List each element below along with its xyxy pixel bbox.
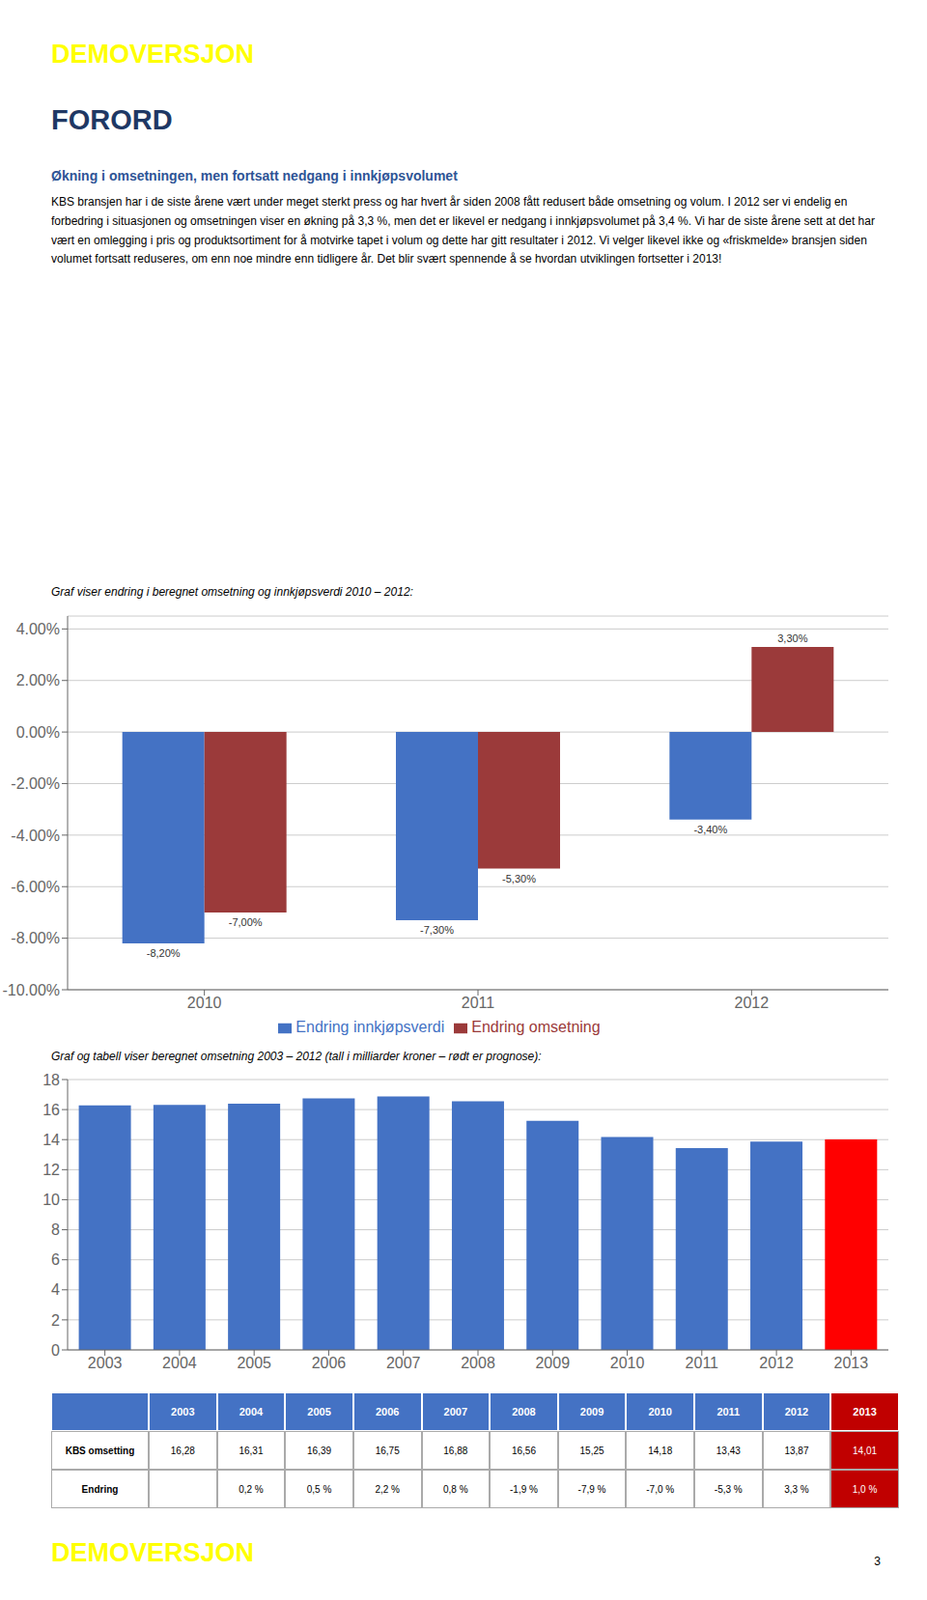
svg-text:-5,30%: -5,30% — [502, 872, 536, 885]
html-text:16,88: 16,88 — [443, 1445, 468, 1456]
svg-text:-3,40%: -3,40% — [693, 823, 728, 836]
html-text:2003: 2003 — [171, 1405, 195, 1418]
html-text:DEMOVERSJON: DEMOVERSJON — [51, 1538, 254, 1568]
svg-text:2012: 2012 — [758, 1354, 794, 1372]
html-text:Økning i omsetningen, men fort: Økning i omsetningen, men fortsatt nedga… — [51, 168, 458, 184]
html-text:Endring: Endring — [81, 1483, 119, 1495]
html-text:-7,0 %: -7,0 % — [646, 1483, 675, 1495]
html-text:Graf og tabell viser beregnet: Graf og tabell viser beregnet omsetning … — [51, 1049, 542, 1064]
html-text:FORORD: FORORD — [51, 104, 173, 136]
svg-text:2010: 2010 — [610, 1354, 646, 1372]
svg-text:3,30%: 3,30% — [777, 632, 808, 645]
html-text:13,87: 13,87 — [784, 1445, 809, 1456]
svg-text:-10.00%: -10.00% — [7, 982, 60, 999]
svg-text:14: 14 — [42, 1131, 60, 1149]
html-text:Endring innkjøpsverdi: Endring innkjøpsverdi — [295, 1018, 445, 1036]
html-text:14,01: 14,01 — [852, 1445, 877, 1456]
svg-text:2003: 2003 — [87, 1354, 123, 1372]
html-text:2006: 2006 — [375, 1405, 400, 1418]
svg-text:2004: 2004 — [162, 1354, 197, 1372]
html-text:1,0 %: 1,0 % — [852, 1483, 878, 1495]
html-text:16,31: 16,31 — [238, 1445, 264, 1456]
html-text:2007: 2007 — [443, 1405, 468, 1418]
svg-text:12: 12 — [42, 1161, 60, 1179]
svg-text:-8.00%: -8.00% — [10, 929, 60, 947]
html-text:2004: 2004 — [239, 1405, 263, 1418]
svg-text:2011: 2011 — [461, 994, 496, 1012]
html-text:3,3 %: 3,3 % — [784, 1483, 809, 1495]
html-text:16,39: 16,39 — [307, 1445, 332, 1456]
html-text:3: 3 — [874, 1554, 881, 1569]
svg-text:8: 8 — [51, 1221, 60, 1238]
html-text:KBS omsetting: KBS omsetting — [65, 1445, 135, 1456]
html-text:0,5 %: 0,5 % — [306, 1483, 332, 1495]
svg-text:10: 10 — [42, 1191, 60, 1208]
svg-text:2010: 2010 — [187, 994, 223, 1012]
html-text:0,8 %: 0,8 % — [443, 1483, 468, 1495]
svg-text:-8,20%: -8,20% — [146, 947, 181, 959]
svg-text:2006: 2006 — [311, 1354, 347, 1372]
html-text:KBS bransjen har i de siste år: KBS bransjen har i de siste årene vært u… — [51, 195, 875, 266]
html-text:2010: 2010 — [648, 1405, 672, 1418]
svg-text:4.00%: 4.00% — [16, 620, 60, 638]
svg-text:2011: 2011 — [685, 1354, 720, 1372]
svg-text:-7,00%: -7,00% — [228, 916, 263, 928]
svg-text:2013: 2013 — [834, 1354, 870, 1372]
svg-text:2007: 2007 — [386, 1354, 422, 1372]
svg-text:18: 18 — [42, 1071, 60, 1089]
svg-text:2.00%: 2.00% — [16, 672, 60, 689]
html-text:2009: 2009 — [580, 1405, 604, 1418]
html-text:15,25: 15,25 — [579, 1445, 605, 1456]
svg-text:2012: 2012 — [734, 994, 770, 1012]
svg-text:2009: 2009 — [534, 1354, 570, 1372]
svg-text:2005: 2005 — [236, 1354, 272, 1372]
svg-text:-4.00%: -4.00% — [10, 827, 60, 844]
html-text:Endring omsetning: Endring omsetning — [471, 1018, 601, 1036]
svg-text:16: 16 — [42, 1101, 60, 1119]
html-text:13,43: 13,43 — [716, 1445, 741, 1456]
svg-text:6: 6 — [51, 1251, 60, 1268]
svg-text:-7,30%: -7,30% — [420, 924, 454, 936]
html-text:2,2 %: 2,2 % — [375, 1483, 400, 1495]
svg-text:-2.00%: -2.00% — [10, 775, 60, 792]
html-text:-5,3 %: -5,3 % — [714, 1483, 743, 1495]
html-text:Graf viser endring i beregnet: Graf viser endring i beregnet omsetning … — [51, 585, 414, 599]
html-text:2013: 2013 — [852, 1405, 877, 1418]
svg-text:4: 4 — [51, 1281, 60, 1298]
html-text:16,75: 16,75 — [375, 1445, 400, 1456]
html-text:2011: 2011 — [716, 1405, 740, 1418]
svg-text:0: 0 — [51, 1342, 60, 1359]
html-text:-1,9 %: -1,9 % — [509, 1483, 538, 1495]
html-text:2012: 2012 — [784, 1405, 809, 1418]
html-text:0,2 %: 0,2 % — [238, 1483, 264, 1495]
svg-text:-6.00%: -6.00% — [10, 878, 60, 896]
html-text:14,18: 14,18 — [648, 1445, 673, 1456]
html-text:2005: 2005 — [307, 1405, 332, 1418]
html-text:-7,9 %: -7,9 % — [578, 1483, 606, 1495]
svg-text:2008: 2008 — [460, 1354, 496, 1372]
html-text:16,28: 16,28 — [170, 1445, 195, 1456]
html-text:2008: 2008 — [511, 1405, 536, 1418]
html-text:DEMOVERSJON: DEMOVERSJON — [51, 39, 254, 69]
html-text:16,56: 16,56 — [511, 1445, 536, 1456]
svg-text:0.00%: 0.00% — [16, 724, 60, 741]
svg-text:2: 2 — [51, 1312, 60, 1329]
